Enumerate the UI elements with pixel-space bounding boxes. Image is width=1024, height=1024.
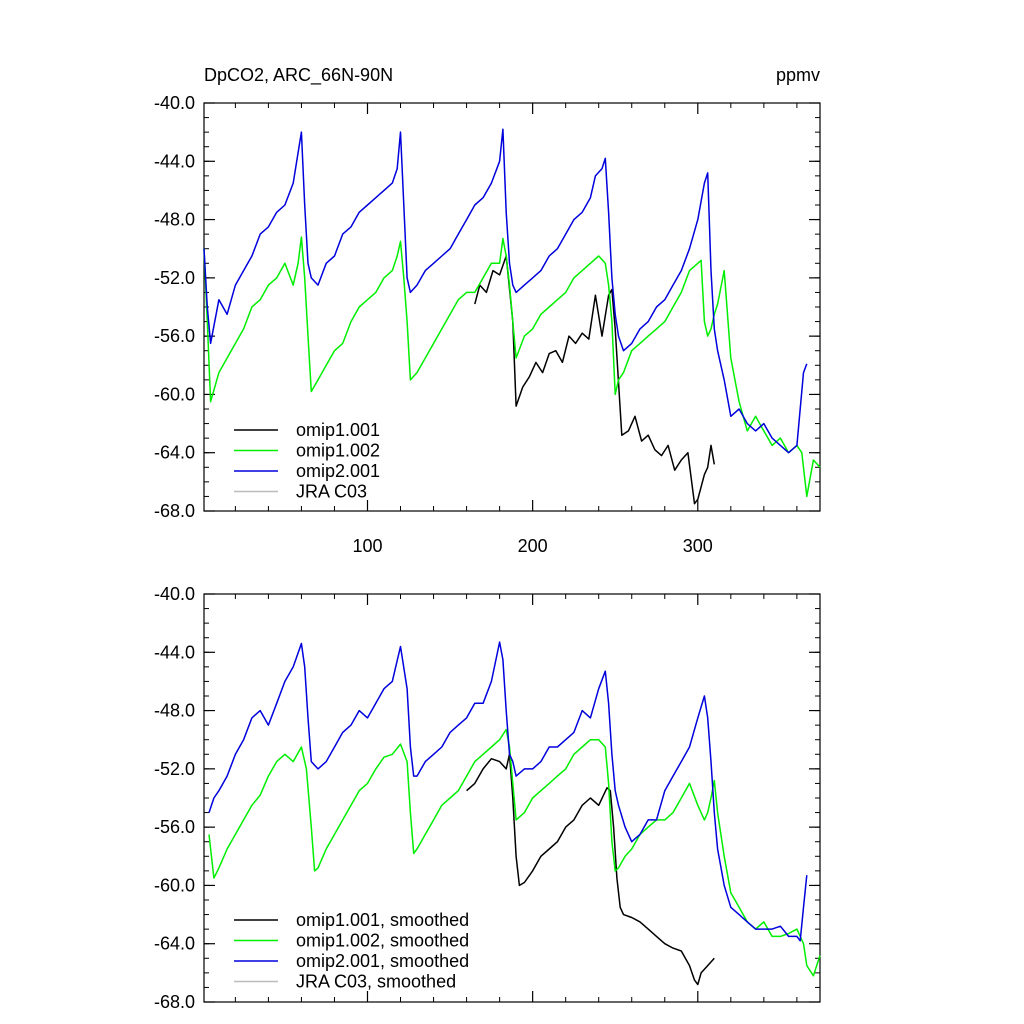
y-tick-label: -40.0 bbox=[154, 584, 195, 604]
series-line-omip1-002-smoothed bbox=[208, 728, 821, 977]
y-tick-label: -40.0 bbox=[154, 93, 195, 113]
chart-title: DpCO2, ARC_66N-90N bbox=[204, 65, 393, 86]
legend-label: omip1.001 bbox=[296, 420, 380, 440]
y-tick-label: -60.0 bbox=[154, 875, 195, 895]
y-tick-label: -44.0 bbox=[154, 151, 195, 171]
series-line-omip2-001 bbox=[203, 128, 808, 454]
units-label: ppmv bbox=[776, 65, 820, 85]
y-tick-label: -64.0 bbox=[154, 934, 195, 954]
panel-top: DpCO2, ARC_66N-90N ppmv -40.0-44.0-48.0-… bbox=[154, 65, 821, 556]
y-tick-label: -68.0 bbox=[154, 992, 195, 1012]
y-tick-label: -64.0 bbox=[154, 443, 195, 463]
series-line-omip1-001-smoothed bbox=[466, 753, 715, 986]
y-tick-label: -56.0 bbox=[154, 817, 195, 837]
legend-label: JRA C03 bbox=[296, 482, 367, 502]
series-line-omip1-001 bbox=[474, 255, 716, 505]
legend-label: omip1.002, smoothed bbox=[296, 931, 469, 951]
x-tick-label: 100 bbox=[352, 536, 382, 556]
x-tick-label: 300 bbox=[683, 536, 713, 556]
series-line-omip2-001-smoothed bbox=[208, 641, 808, 942]
legend-label: omip2.001, smoothed bbox=[296, 951, 469, 971]
x-tick-label: 200 bbox=[518, 536, 548, 556]
legend-label: omip1.001, smoothed bbox=[296, 910, 469, 930]
y-tick-label: -48.0 bbox=[154, 701, 195, 721]
series-line-omip1-002 bbox=[203, 236, 821, 498]
y-tick-label: -48.0 bbox=[154, 210, 195, 230]
y-tick-label: -52.0 bbox=[154, 759, 195, 779]
y-tick-label: -56.0 bbox=[154, 326, 195, 346]
plot-area-bottom: -40.0 -44.0 -48.0 -52.0 -56.0 -60.0 -64.0 -68.0… bbox=[154, 584, 821, 1012]
legend-label: omip1.002 bbox=[296, 441, 380, 461]
legend-label: JRA C03, smoothed bbox=[296, 972, 456, 992]
panel-bottom: -40.0 -44.0 -48.0 -52.0 -56.0 -60.0 -64.0 -68.0… bbox=[154, 584, 821, 1012]
y-tick-label: -68.0 bbox=[154, 501, 195, 521]
y-tick-label: -60.0 bbox=[154, 384, 195, 404]
y-tick-label: -44.0 bbox=[154, 642, 195, 662]
legend-label: omip2.001 bbox=[296, 461, 380, 481]
y-tick-label: -52.0 bbox=[154, 268, 195, 288]
plot-area-top: -40.0 -44.0 -48.0 -52.0 -56.0 -60.0 -64.0 -68.0… bbox=[154, 93, 821, 556]
